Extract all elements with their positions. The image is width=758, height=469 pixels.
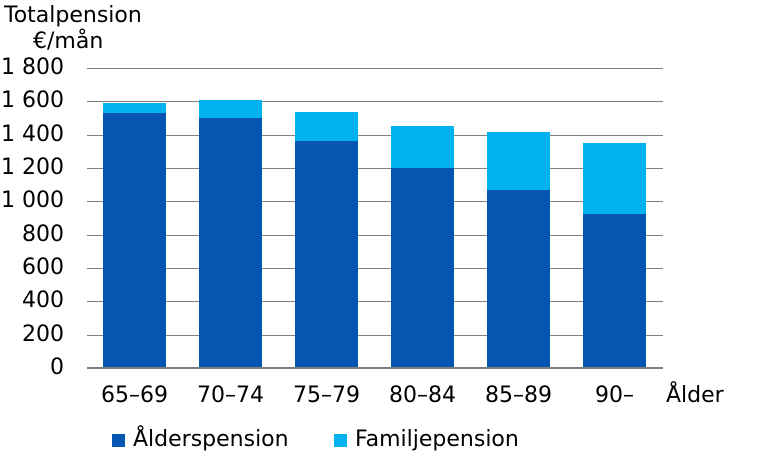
x-axis-line (87, 367, 663, 369)
gridline-1800 (87, 68, 663, 69)
x-tick-label-85–89: 85–89 (485, 383, 552, 408)
y-axis-tick-labels: 1 800 1 600 1 400 1 200 1 000 800 600 400 200 0 (0, 55, 64, 380)
bar-segment-Ålderspension-65–69 (103, 113, 166, 368)
y-tick-label-1000: 1 000 (1, 188, 64, 214)
y-tick-label-1200: 1 200 (1, 155, 64, 180)
gridline-200 (87, 334, 663, 336)
legend-item-Ålderspension: Ålderspension (112, 426, 289, 454)
bar-segment-Ålderspension-75–79 (295, 141, 358, 368)
bar-segment-Familjepension-90– (583, 143, 646, 214)
gridline-400 (87, 301, 663, 303)
bar-segment-Ålderspension-70–74 (199, 118, 262, 368)
x-tick-label-70–74: 70–74 (197, 383, 264, 408)
x-tick-label-75–79: 75–79 (293, 383, 360, 408)
gridline-1200 (87, 168, 663, 169)
bar-65–69 (103, 68, 166, 368)
y-tick-label-1400: 1 400 (1, 121, 64, 147)
bar-75–79 (295, 68, 358, 368)
legend: Ålderspension Familjepension (0, 426, 758, 456)
y-tick-label-600: 600 (22, 255, 64, 280)
y-tick-label-1600: 1 600 (1, 88, 64, 114)
gridline-600 (87, 268, 663, 269)
y-tick-label-800: 800 (22, 221, 64, 247)
bar-90– (583, 68, 646, 368)
x-tick-label-65–69: 65–69 (101, 383, 168, 408)
bar-segment-Familjepension-85–89 (487, 132, 550, 190)
x-axis-tick-labels: 65–69 70–74 75–79 80–84 85–89 90– (0, 383, 758, 411)
legend-swatch-icon (334, 433, 347, 447)
chart-y-unit-label: €/mån (33, 29, 104, 54)
bar-segment-Familjepension-75–79 (295, 112, 358, 142)
y-tick-label-1800: 1 800 (1, 55, 64, 80)
bar-segment-Ålderspension-85–89 (487, 189, 550, 368)
x-axis-title: Ålder (666, 383, 724, 408)
gridline-800 (87, 234, 663, 236)
bar-segment-Ålderspension-90– (583, 213, 646, 368)
legend-swatch-icon (112, 433, 125, 447)
bar-segment-Familjepension-80–84 (391, 125, 454, 168)
gridline-1000 (87, 201, 663, 203)
y-tick-label-0: 0 (50, 355, 64, 380)
legend-label: Familjepension (355, 427, 519, 452)
x-tick-label-80–84: 80–84 (389, 383, 456, 408)
bar-80–84 (391, 68, 454, 368)
y-tick-label-200: 200 (22, 321, 64, 347)
bar-segment-Familjepension-65–69 (103, 103, 166, 113)
plot-area (87, 68, 663, 369)
gridline-1600 (87, 101, 663, 103)
chart-title: Totalpension (4, 3, 142, 28)
x-tick-label-90–: 90– (595, 383, 634, 408)
legend-label: Ålderspension (133, 427, 289, 452)
gridline-1400 (87, 134, 663, 136)
bar-segment-Ålderspension-80–84 (391, 168, 454, 368)
bar-70–74 (199, 68, 262, 368)
legend-item-Familjepension: Familjepension (334, 426, 519, 454)
y-tick-label-400: 400 (22, 288, 64, 314)
bar-segment-Familjepension-70–74 (199, 99, 262, 118)
bar-85–89 (487, 68, 550, 368)
